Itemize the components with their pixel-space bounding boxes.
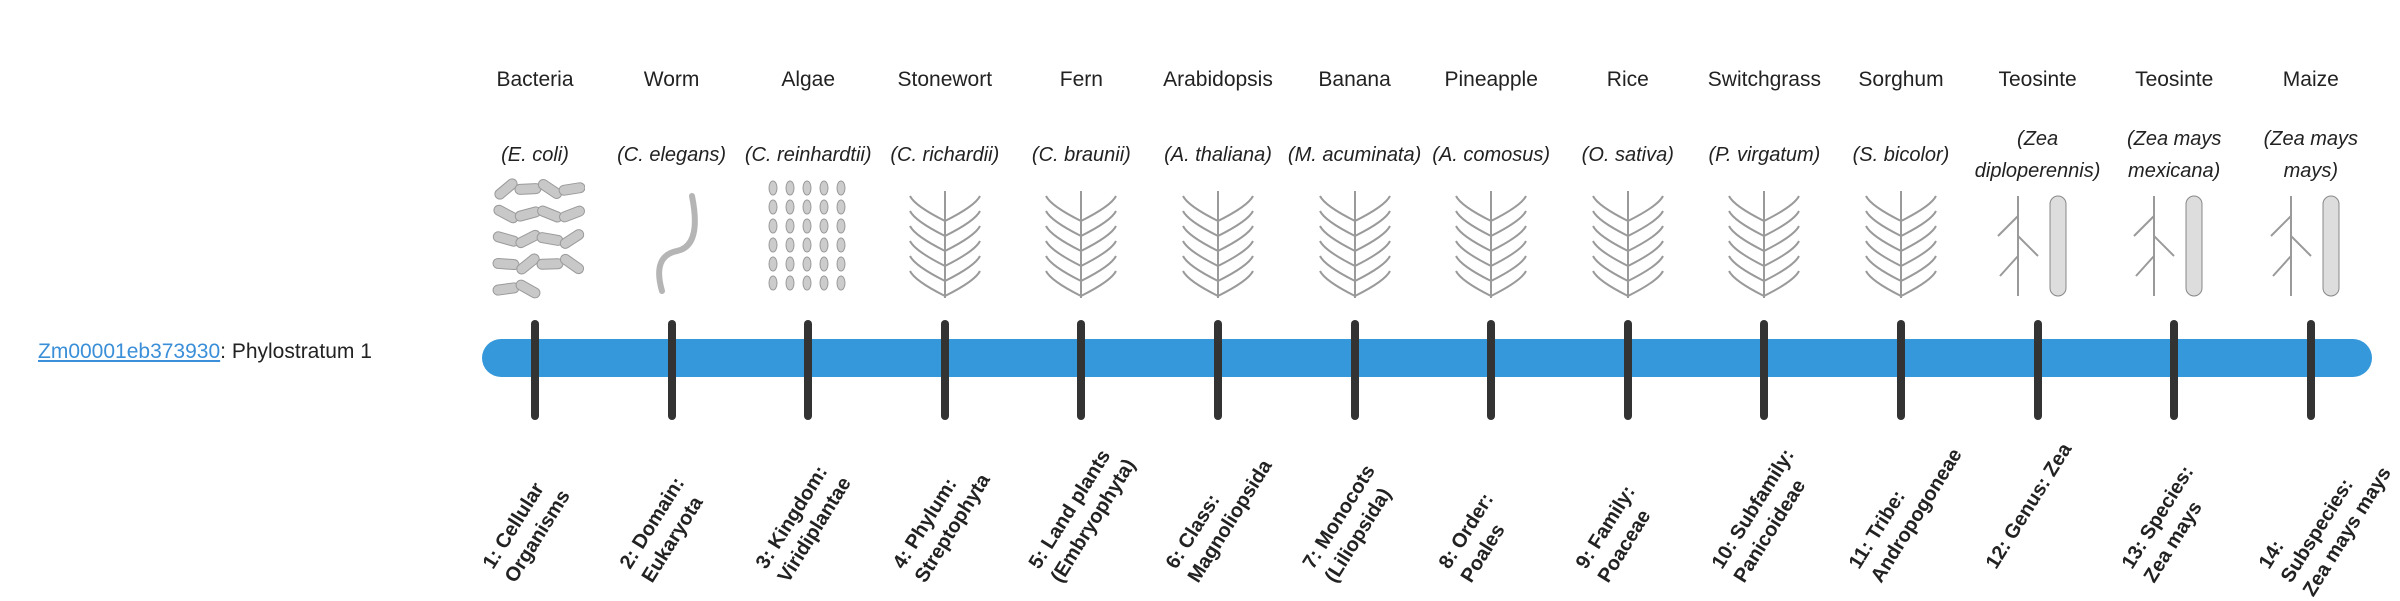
stratum-label: 14: Subspecies: Zea mays mays [2254, 463, 2396, 601]
scientific-name: (S. bicolor) [1827, 122, 1975, 188]
stratum-label: 10: Subfamily: Panicoideae [1708, 445, 1811, 587]
scientific-name: (P. virgatum) [1690, 122, 1838, 188]
scientific-name-text: (C. braunii) [1031, 144, 1131, 166]
common-name: Rice [1606, 68, 1649, 91]
stratum-tick[interactable] [531, 320, 539, 420]
common-name: Sorghum [1858, 68, 1944, 91]
stonewort-icon [895, 176, 995, 301]
stratum-tick[interactable] [1487, 320, 1496, 420]
scientific-name: (C. reinhardtii) [734, 122, 882, 188]
stratum-label: 5: Land plants (Embryophyta) [1025, 446, 1141, 587]
scientific-name-text: (P. virgatum) [1708, 144, 1821, 166]
fern-icon [1031, 176, 1131, 301]
scientific-name-text: (S. bicolor) [1852, 144, 1950, 166]
scientific-name-text: (C. richardii) [890, 144, 1000, 166]
maize-icon [2261, 176, 2361, 301]
scientific-name: (Zea diploperennis) [1964, 122, 2112, 188]
pineapple-icon [1441, 176, 1541, 301]
common-name: Maize [2282, 68, 2339, 91]
stratum-label: 7: Monocots (Liliopsida) [1298, 461, 1396, 587]
scientific-name-text: (Zea diploperennis) [1974, 128, 2101, 182]
stratum-label: 8: Order: Poales [1434, 489, 1510, 587]
gene-label: Zm00001eb373930: Phylostratum 1 [38, 340, 372, 364]
scientific-name-text: (C. elegans) [617, 144, 727, 166]
scientific-name: (C. braunii) [1007, 122, 1155, 188]
common-name: Teosinte [2135, 68, 2214, 91]
algae-icon [758, 176, 858, 301]
stratum-tick[interactable] [2033, 320, 2042, 420]
scientific-name: (A. thaliana) [1144, 122, 1292, 188]
stratum-tick[interactable] [2306, 320, 2315, 420]
scientific-name: (C. elegans) [598, 122, 746, 188]
common-name: Teosinte [1998, 68, 2077, 91]
gene-link[interactable]: Zm00001eb373930 [38, 340, 221, 363]
scientific-name-text: (C. reinhardtii) [744, 144, 872, 166]
bacteria-icon [485, 176, 586, 301]
scientific-name-text: (A. comosus) [1432, 144, 1551, 166]
stratum-label: 11: Tribe: Andropogoneae [1844, 444, 1967, 587]
common-name: Switchgrass [1707, 68, 1821, 91]
teosinte-mexicana-icon [2124, 176, 2224, 301]
stratum-tick[interactable] [1623, 320, 1632, 420]
common-name: Banana [1318, 68, 1391, 91]
rice-icon [1578, 176, 1678, 301]
stratum-tick[interactable] [1897, 320, 1905, 420]
stratum-tick[interactable] [804, 320, 813, 420]
scientific-name: (Zea mays mays) [2237, 122, 2385, 188]
stratum-tick[interactable] [667, 320, 676, 420]
sorghum-icon [1851, 176, 1951, 301]
common-name: Worm [643, 68, 700, 91]
teosinte-icon [1988, 176, 2088, 301]
stratum-tick[interactable] [1350, 320, 1359, 420]
stratum-label: 4: Phylum: Streptophyta [888, 470, 995, 587]
scientific-name-text: (Zea mays mays) [2263, 128, 2359, 182]
scientific-name: (O. sativa) [1554, 122, 1702, 188]
stratum-label: 13: Species: Zea mays [2117, 462, 2207, 587]
stratum-tick[interactable] [1760, 320, 1769, 420]
scientific-name-text: (Zea mays mexicana) [2126, 128, 2222, 182]
stratum-tick[interactable] [2170, 320, 2179, 420]
stratum-label: 6: Class: Magnoliopsida [1161, 456, 1277, 587]
scientific-name: (E. coli) [461, 122, 609, 188]
common-name: Arabidopsis [1163, 68, 1273, 91]
stratum-tick[interactable] [940, 320, 949, 420]
stratum-label: 1: Cellular Organisms [478, 479, 575, 587]
stratum-tick[interactable] [1214, 320, 1222, 420]
stratum-label: 12: Genus: Zea [1981, 439, 2076, 573]
common-name: Algae [781, 68, 836, 91]
phylostratum-text: : Phylostratum 1 [220, 340, 372, 363]
phylostrata-bar [482, 339, 2372, 377]
stratum-label: 2: Domain: Eukaryota [615, 473, 708, 587]
scientific-name-text: (O. sativa) [1581, 144, 1674, 166]
arabidopsis-icon [1168, 176, 1268, 301]
scientific-name: (M. acuminata) [1281, 122, 1429, 188]
scientific-name: (A. comosus) [1417, 122, 1565, 188]
worm-icon [622, 176, 722, 301]
scientific-name: (C. richardii) [871, 122, 1019, 188]
stratum-tick[interactable] [1077, 320, 1086, 420]
scientific-name-text: (A. thaliana) [1164, 144, 1272, 166]
stratum-label: 3: Kingdom: Viridiplantae [751, 462, 857, 587]
common-name: Bacteria [496, 68, 574, 91]
scientific-name: (Zea mays mexicana) [2100, 122, 2248, 188]
scientific-name-text: (E. coli) [501, 144, 569, 166]
common-name: Stonewort [897, 68, 993, 91]
stratum-label: 9: Family: Poaceae [1571, 481, 1656, 587]
switchgrass-icon [1714, 176, 1814, 301]
common-name: Fern [1059, 68, 1103, 91]
banana-icon [1305, 176, 1405, 301]
common-name: Pineapple [1444, 68, 1538, 91]
scientific-name-text: (M. acuminata) [1287, 144, 1422, 166]
